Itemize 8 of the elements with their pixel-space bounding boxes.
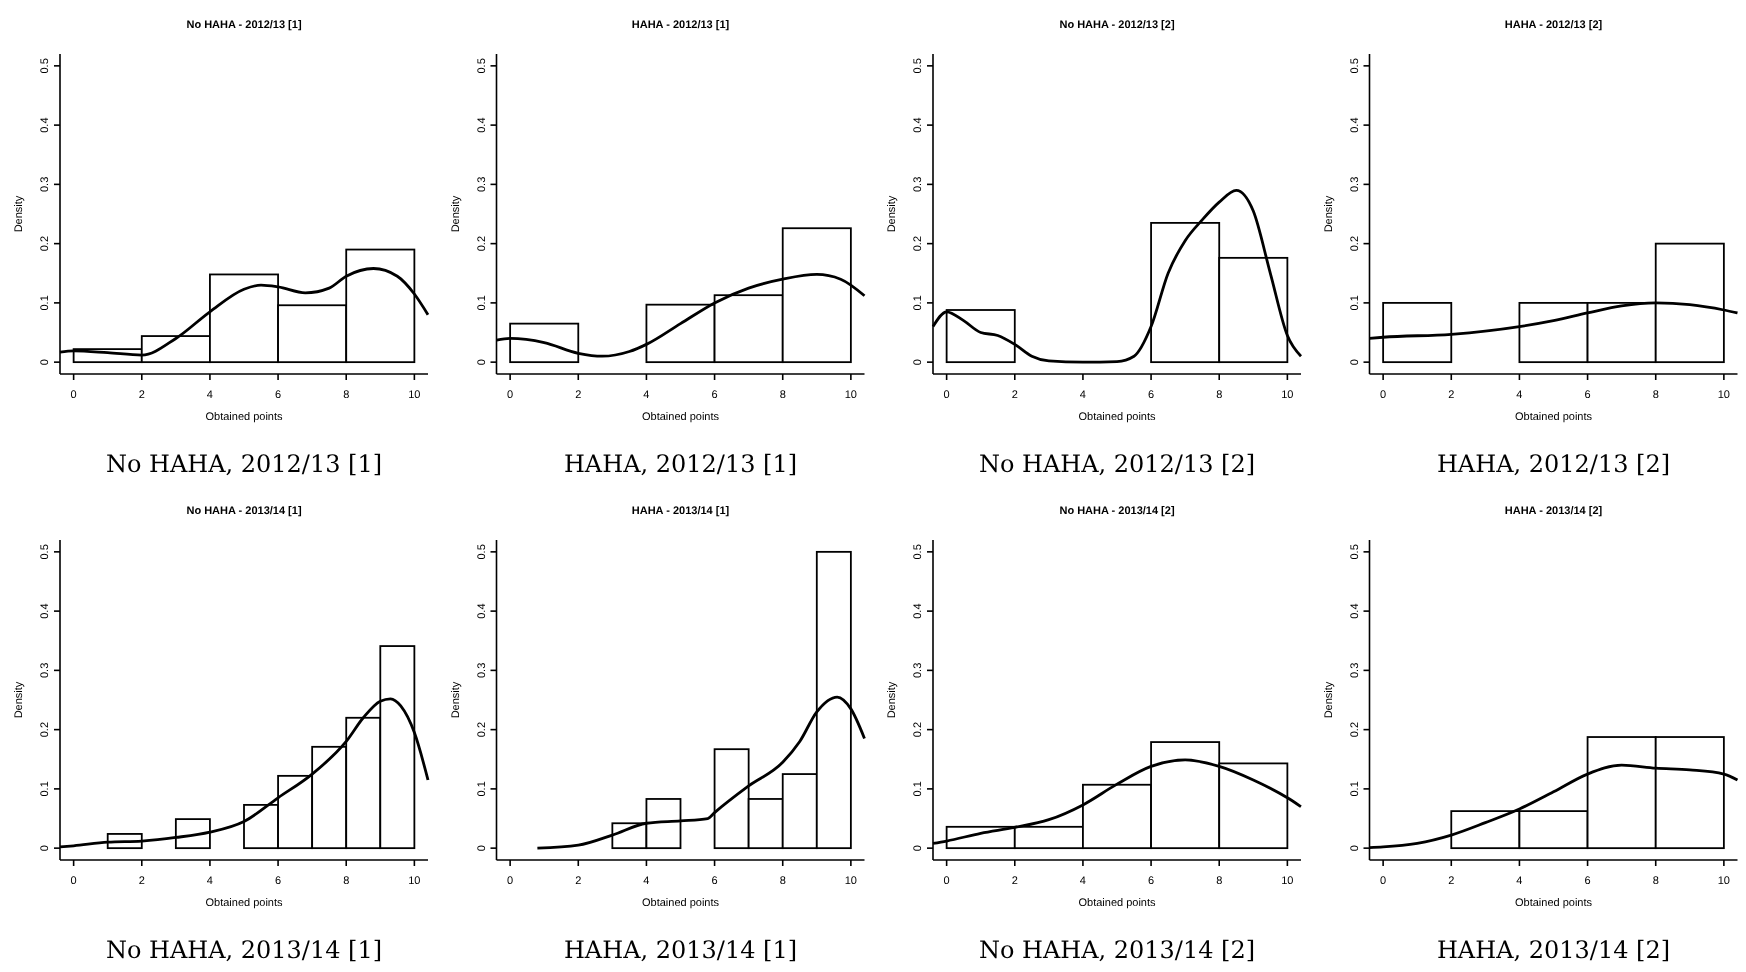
text: HAHA, 2012/13 [1] — [563, 450, 798, 478]
text: No HAHA, 2012/13 [1] — [105, 450, 383, 478]
text: HAHA, 2013/14 [1] — [563, 936, 798, 964]
text: No HAHA, 2013/14 [2] — [978, 936, 1256, 964]
text: HAHA, 2012/13 [2] — [1436, 450, 1671, 478]
text: No HAHA, 2012/13 [2] — [978, 450, 1256, 478]
text: HAHA, 2013/14 [2] — [1436, 936, 1671, 964]
text: No HAHA, 2013/14 [1] — [105, 936, 383, 964]
